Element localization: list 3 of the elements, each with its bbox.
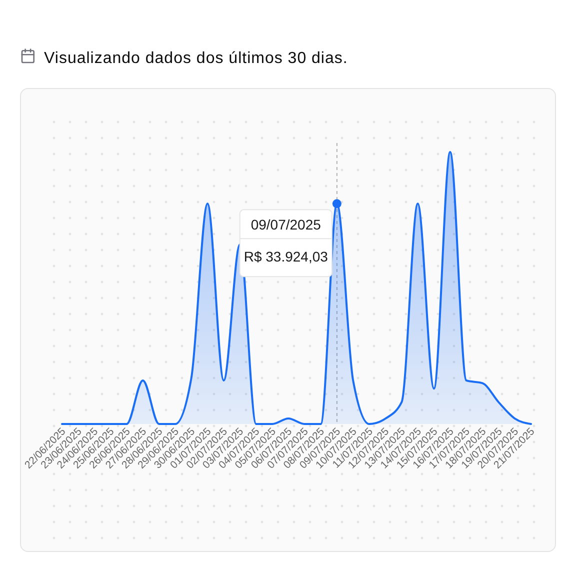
- chart-title: Visualizando dados dos últimos 30 dias.: [44, 50, 348, 67]
- text: 09/07/2025: [250, 216, 321, 233]
- annotation: R$ 33.924,03: [244, 248, 328, 265]
